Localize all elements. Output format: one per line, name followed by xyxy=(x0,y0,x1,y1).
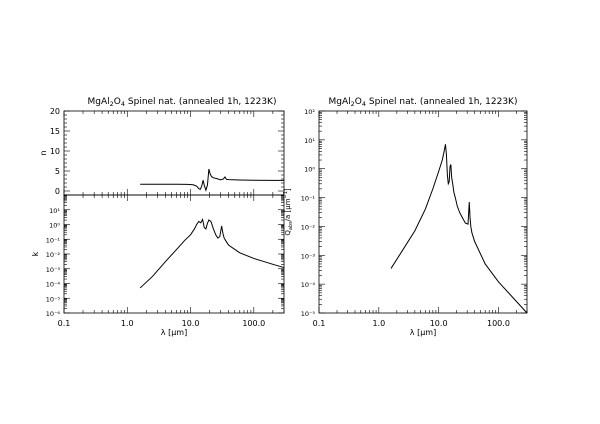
y-tick-label: 10⁰ xyxy=(49,222,60,230)
n-ylabel: n xyxy=(39,150,48,155)
y-tick-label: 20 xyxy=(50,107,60,116)
x-tick-label: 1.0 xyxy=(372,319,385,328)
q-xlabel: λ [µm] xyxy=(410,328,436,337)
n-plot-frame xyxy=(63,110,285,196)
k-ylabel: k xyxy=(31,251,40,256)
y-tick-label: 10⁻² xyxy=(46,251,61,259)
y-tick-label: 10⁻⁴ xyxy=(301,281,316,289)
k-curve xyxy=(139,218,285,289)
y-tick-label: 10⁻¹ xyxy=(46,236,61,244)
x-tick-label: 10.0 xyxy=(182,319,200,328)
absorption-efficiency-panel: MgAl2O4 Spinel nat. (annealed 1h, 1223K)… xyxy=(283,97,528,337)
k-y-ticks: 10⁻⁶ 10⁻⁵ 10⁻⁴ 10⁻³ 10⁻² 10⁻¹ 10⁰ 10¹ xyxy=(46,194,284,318)
q-x-ticks: 0.1 1.0 10.0 100.0 xyxy=(313,111,528,328)
extinction-coefficient-panel: 0.1 1.0 10.0 100.0 10⁻⁶ 10⁻⁵ 10⁻⁴ 10⁻³ 10⁻² 10⁻¹… xyxy=(31,194,285,337)
y-tick-label: 15 xyxy=(50,127,60,136)
right-chart-title: MgAl2O4 Spinel nat. (annealed 1h, 1223K) xyxy=(329,97,518,108)
n-curve xyxy=(140,168,284,192)
y-tick-label: 0 xyxy=(55,187,60,196)
q-ylabel: Qabs/a [µm−1] xyxy=(283,188,294,236)
y-tick-label: 10⁻⁴ xyxy=(46,281,61,289)
n-x-ticks xyxy=(63,111,285,195)
y-tick-label: 10⁰ xyxy=(304,166,315,174)
y-tick-label: 10⁻³ xyxy=(301,252,316,260)
x-tick-label: 10.0 xyxy=(430,319,448,328)
y-tick-label: 5 xyxy=(55,167,60,176)
q-plot-frame xyxy=(318,110,528,314)
y-tick-label: 10⁻¹ xyxy=(301,195,316,203)
x-tick-label: 100.0 xyxy=(487,319,510,328)
y-tick-label: 10⁻³ xyxy=(46,266,61,274)
x-tick-label: 0.1 xyxy=(58,319,71,328)
k-plot-frame xyxy=(63,194,285,314)
y-tick-label: 10 xyxy=(50,147,60,156)
y-tick-label: 10⁻² xyxy=(301,223,316,231)
q-curve xyxy=(390,144,528,314)
q-y-ticks: 10⁻⁵ 10⁻⁴ 10⁻³ 10⁻² 10⁻¹ 10⁰ 10¹ 10² xyxy=(301,108,527,318)
x-tick-label: 0.1 xyxy=(313,319,326,328)
y-tick-label: 10⁻⁶ xyxy=(46,310,61,318)
y-tick-label: 10¹ xyxy=(49,207,60,215)
y-tick-label: 10⁻⁵ xyxy=(46,295,61,303)
left-chart-title: MgAl2O4 Spinel nat. (annealed 1h, 1223K) xyxy=(88,97,277,108)
refractive-index-panel: MgAl2O4 Spinel nat. (annealed 1h, 1223K)… xyxy=(39,97,285,196)
k-x-ticks: 0.1 1.0 10.0 100.0 xyxy=(58,195,285,328)
y-tick-label: 10¹ xyxy=(304,137,315,145)
n-y-ticks: 0 5 10 15 20 xyxy=(50,107,284,196)
k-xlabel: λ [µm] xyxy=(161,328,187,337)
x-tick-label: 100.0 xyxy=(242,319,265,328)
y-tick-label: 10² xyxy=(304,108,315,116)
y-tick-label: 10⁻⁵ xyxy=(301,310,316,318)
x-tick-label: 1.0 xyxy=(121,319,134,328)
